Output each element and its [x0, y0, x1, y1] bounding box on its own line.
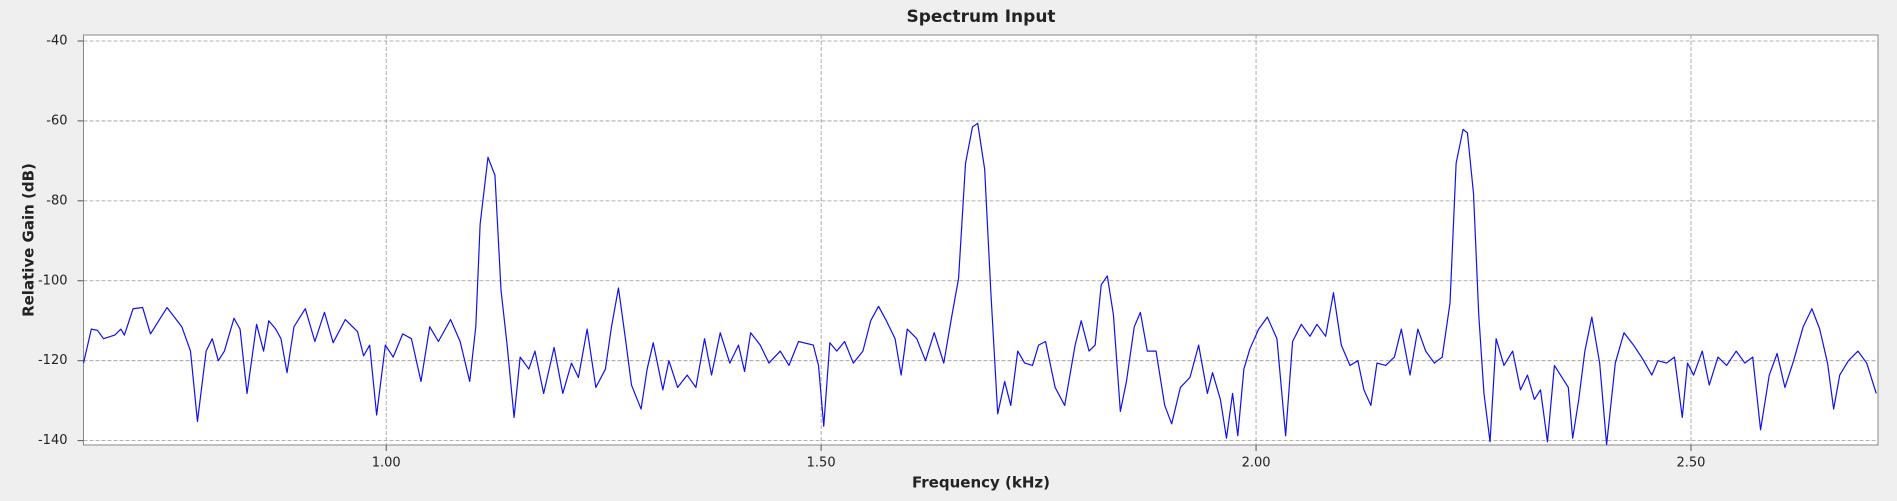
x-axis-label: Frequency (kHz)	[912, 474, 1050, 492]
y-tick-label: -80	[46, 193, 67, 208]
y-tick-label: -100	[38, 273, 68, 288]
x-tick-label: 2.50	[1677, 456, 1706, 471]
x-tick-label: 1.00	[372, 456, 401, 471]
x-tick-label: 2.00	[1242, 456, 1271, 471]
y-tick-label: -40	[46, 33, 67, 48]
x-tick-label: 1.50	[807, 456, 836, 471]
y-tick-label: -120	[38, 353, 68, 368]
plot-area	[83, 34, 1879, 446]
y-tick-label: -140	[38, 433, 68, 448]
y-axis-label: Relative Gain (dB)	[20, 163, 38, 317]
y-tick-label: -60	[46, 113, 67, 128]
chart-title: Spectrum Input	[906, 7, 1055, 27]
spectrum-line	[82, 122, 1877, 446]
